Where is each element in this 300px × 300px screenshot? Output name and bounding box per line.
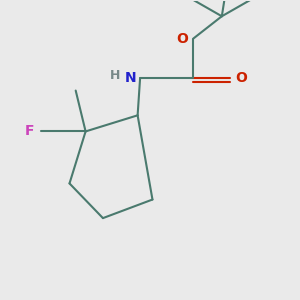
Text: H: H (110, 69, 121, 82)
Text: F: F (25, 124, 34, 138)
Text: O: O (236, 71, 248, 85)
Text: O: O (176, 32, 188, 46)
Text: N: N (124, 71, 136, 85)
